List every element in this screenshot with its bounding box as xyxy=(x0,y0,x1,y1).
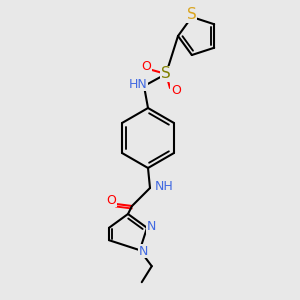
Text: O: O xyxy=(141,61,151,74)
Text: S: S xyxy=(187,8,197,22)
Text: NH: NH xyxy=(154,179,173,193)
Text: O: O xyxy=(171,85,181,98)
Text: HN: HN xyxy=(129,77,147,91)
Text: O: O xyxy=(106,194,116,206)
Text: S: S xyxy=(161,67,171,82)
Text: N: N xyxy=(146,220,156,233)
Text: N: N xyxy=(139,245,148,258)
